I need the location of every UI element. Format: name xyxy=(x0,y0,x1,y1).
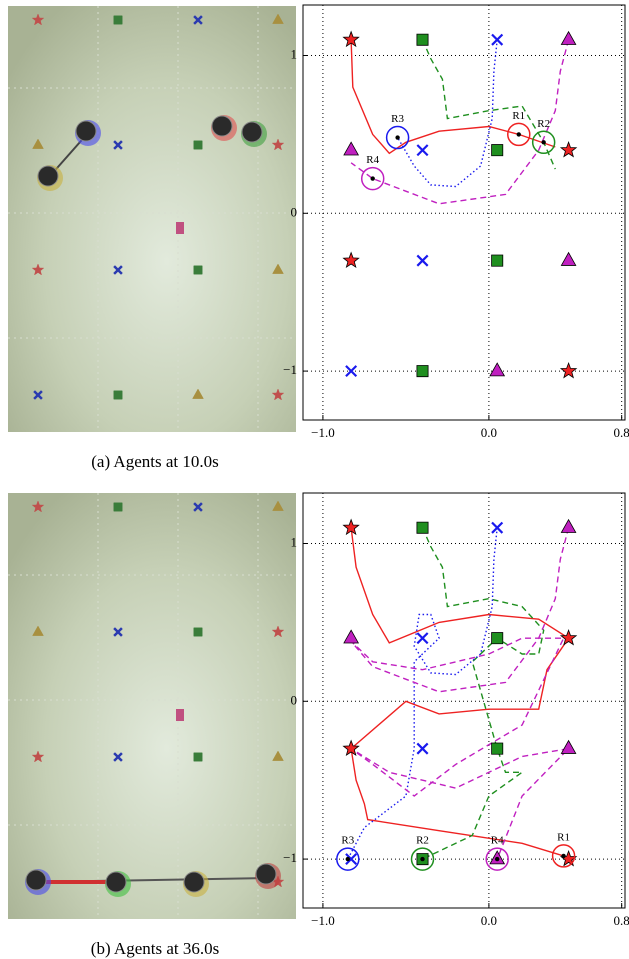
y-tick-label: 1 xyxy=(291,534,298,549)
caption: (b) Agents at 36.0s xyxy=(91,939,219,958)
marker-square xyxy=(417,365,428,376)
marker-square xyxy=(492,743,503,754)
marker-square xyxy=(492,633,503,644)
robot-label: R4 xyxy=(366,154,379,166)
photo xyxy=(8,6,296,432)
marker-square xyxy=(492,255,503,266)
robot-dot xyxy=(495,857,499,861)
robot xyxy=(242,122,262,142)
robot-dot xyxy=(420,857,424,861)
page: (a) Agents at 10.0s (b) Agents at 36.0s … xyxy=(0,0,629,959)
photo-object xyxy=(176,709,184,721)
robot-label: R3 xyxy=(391,113,404,125)
photo xyxy=(8,493,296,919)
y-tick-label: 0 xyxy=(291,204,298,219)
figure: (a) Agents at 10.0s (b) Agents at 36.0s … xyxy=(0,0,629,959)
robot-dot xyxy=(346,857,350,861)
robot-label: R3 xyxy=(341,835,354,847)
robot-label: R2 xyxy=(537,118,550,130)
robot xyxy=(212,116,232,136)
robot-label: R2 xyxy=(416,835,429,847)
photo-marker xyxy=(194,141,202,149)
y-tick-label: −1 xyxy=(283,362,297,377)
robot xyxy=(256,864,276,884)
robot-dot xyxy=(395,135,399,139)
robot xyxy=(76,121,96,141)
x-tick-label: 0.8 xyxy=(614,425,629,440)
marker-square xyxy=(492,145,503,156)
photo-marker xyxy=(114,16,122,24)
robot xyxy=(26,870,46,890)
plot-frame xyxy=(303,5,625,420)
x-tick-label: −1.0 xyxy=(311,425,335,440)
photo-marker xyxy=(114,503,122,511)
robot-dot xyxy=(371,176,375,180)
y-tick-label: 0 xyxy=(291,692,298,707)
photo-marker xyxy=(194,266,202,274)
marker-square xyxy=(417,522,428,533)
robot-label: R4 xyxy=(491,835,504,847)
photo-marker xyxy=(114,391,122,399)
photo-marker xyxy=(194,753,202,761)
robot-label: R1 xyxy=(512,110,525,122)
robot-dot xyxy=(561,854,565,858)
photo-object xyxy=(176,222,184,234)
x-tick-label: 0.8 xyxy=(614,913,629,928)
robot xyxy=(106,872,126,892)
robot xyxy=(38,166,58,186)
x-tick-label: −1.0 xyxy=(311,913,335,928)
x-tick-label: 0.0 xyxy=(481,425,497,440)
robot-label: R1 xyxy=(557,831,570,843)
robot-dot xyxy=(541,140,545,144)
x-tick-label: 0.0 xyxy=(481,913,497,928)
photo-marker xyxy=(194,628,202,636)
y-tick-label: 1 xyxy=(291,46,298,61)
caption: (a) Agents at 10.0s xyxy=(91,452,218,471)
marker-square xyxy=(417,34,428,45)
robot-dot xyxy=(517,132,521,136)
y-tick-label: −1 xyxy=(283,850,297,865)
robot xyxy=(184,872,204,892)
